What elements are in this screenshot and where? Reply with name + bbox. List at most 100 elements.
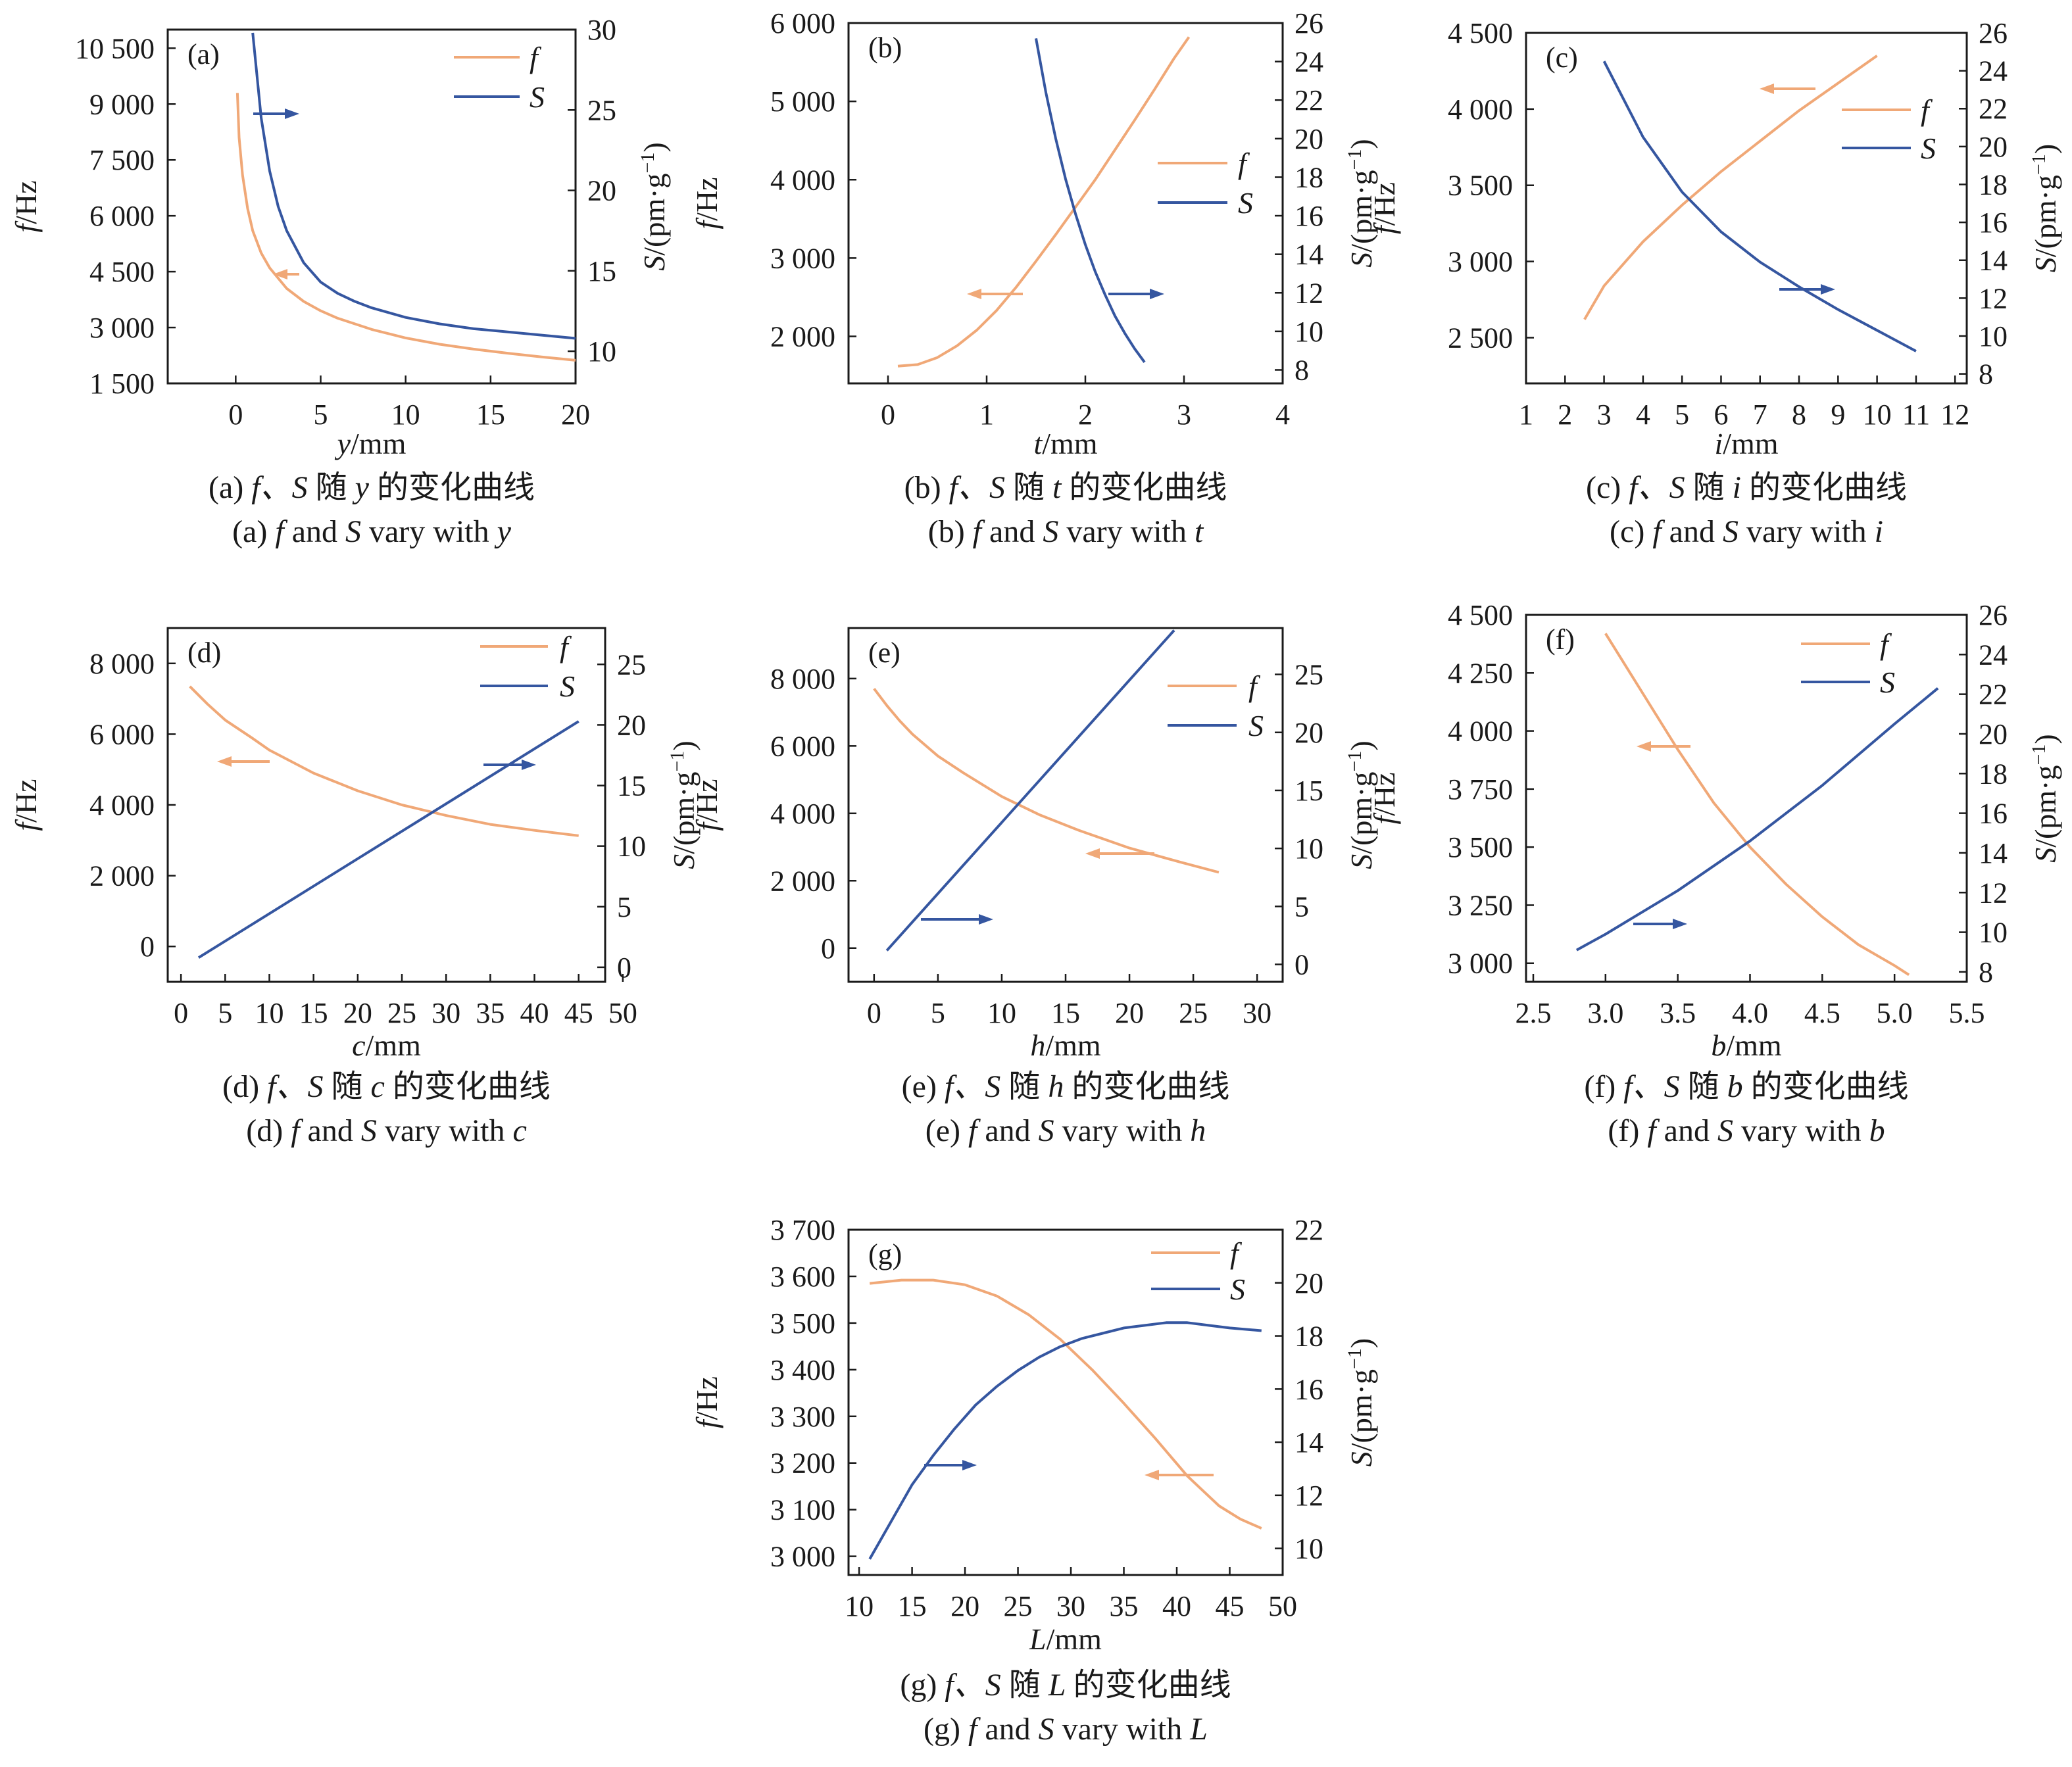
- x-tick-label: 1: [979, 399, 994, 431]
- f-axis-arrow-head: [1760, 84, 1774, 94]
- plot-frame: [1525, 614, 1968, 983]
- y-left-tick-label: 7 500: [89, 144, 155, 176]
- y-right-tick-label: 18: [1979, 168, 2008, 201]
- caption-zh: (c) f、S 随 i 的变化曲线: [1586, 470, 1907, 505]
- x-tick-label: 7: [1753, 399, 1767, 431]
- panel-label: (b): [868, 32, 902, 64]
- y-left-tick-label: 1 500: [89, 368, 155, 400]
- series-line-S: [885, 629, 1175, 952]
- y-right-tick-label: 26: [1979, 17, 2008, 49]
- y-right-tick-label: 16: [1979, 798, 2008, 830]
- x-tick-label: 5.5: [1949, 997, 1985, 1029]
- caption-en: (e) f and S vary with h: [925, 1113, 1206, 1148]
- x-tick-label: 0: [174, 997, 188, 1029]
- y-right-tick-label: 10: [1979, 320, 2008, 352]
- y-right-tick-label: 14: [1295, 239, 1323, 271]
- y-right-tick-label: 22: [1979, 93, 2008, 125]
- x-tick-label: 35: [1110, 1590, 1139, 1622]
- y-right-tick-label: 8: [1295, 354, 1309, 386]
- y-right-tick-label: 20: [1295, 1267, 1323, 1299]
- series-line-f: [873, 687, 1220, 874]
- y-right-axis-label: S/(pm·g−1): [2028, 734, 2063, 862]
- caption-zh: (d) f、S 随 c 的变化曲线: [222, 1069, 551, 1104]
- x-tick-label: 10: [845, 1590, 874, 1622]
- y-right-tick-label: 10: [1295, 1533, 1323, 1565]
- S-axis-arrow-head: [522, 760, 536, 770]
- y-right-axis-label: S/(pm·g−1): [666, 740, 701, 869]
- x-tick-label: 4: [1275, 399, 1290, 431]
- S-axis-arrow-head: [285, 109, 299, 119]
- panel-label: (e): [868, 637, 900, 669]
- y-left-tick-label: 9 000: [89, 88, 155, 120]
- y-right-axis-label: S/(pm·g−1): [1344, 1338, 1379, 1466]
- y-right-tick-label: 12: [1979, 877, 2008, 909]
- y-right-tick-label: 0: [1295, 949, 1309, 981]
- y-left-tick-label: 2 000: [89, 860, 155, 892]
- caption-en: (g) f and S vary with L: [924, 1712, 1208, 1747]
- plot-frame: [847, 1228, 1284, 1576]
- series-line-f: [897, 36, 1191, 368]
- y-right-tick-label: 10: [1295, 316, 1323, 348]
- y-right-tick-label: 25: [1295, 659, 1323, 691]
- y-left-tick-label: 3 250: [1448, 889, 1513, 921]
- y-left-tick-label: 3 600: [770, 1261, 835, 1293]
- y-left-tick-label: 5 000: [770, 85, 835, 118]
- panel-label: (c): [1546, 41, 1578, 74]
- y-right-tick-label: 30: [587, 14, 616, 46]
- y-left-tick-label: 4 000: [89, 789, 155, 821]
- x-tick-label: 3.5: [1660, 997, 1696, 1029]
- x-tick-label: 25: [1004, 1590, 1033, 1622]
- x-axis-label: c/mm: [352, 1029, 421, 1062]
- x-tick-label: 5: [1675, 399, 1689, 431]
- f-axis-arrow-head: [967, 289, 981, 299]
- series-line-S: [868, 1321, 1262, 1560]
- y-right-tick-label: 12: [1295, 1480, 1323, 1512]
- y-left-tick-label: 3 100: [770, 1494, 835, 1526]
- series-line-S: [197, 720, 580, 959]
- y-left-tick-label: 4 500: [89, 256, 155, 288]
- series-line-f: [869, 1278, 1262, 1530]
- y-right-tick-label: 14: [1295, 1426, 1323, 1459]
- x-tick-label: 15: [476, 399, 505, 431]
- y-left-tick-label: 4 000: [770, 164, 835, 196]
- y-right-tick-label: 20: [1979, 718, 2008, 750]
- x-tick-label: 25: [387, 997, 416, 1029]
- S-axis-arrow-head: [1673, 919, 1687, 929]
- series-line-f: [189, 685, 579, 837]
- y-right-tick-label: 15: [617, 770, 646, 802]
- y-right-tick-label: 16: [1295, 1373, 1323, 1405]
- f-axis-arrow-head: [1637, 741, 1651, 752]
- y-right-tick-label: 5: [617, 891, 631, 923]
- f-axis-arrow-head: [273, 269, 287, 279]
- x-tick-label: 3.0: [1587, 997, 1623, 1029]
- y-left-axis-label: f/Hz: [1368, 772, 1401, 824]
- y-left-tick-label: 3 000: [770, 1541, 835, 1573]
- panel-label: (a): [187, 38, 220, 70]
- y-right-tick-label: 24: [1979, 639, 2008, 671]
- y-right-tick-label: 26: [1295, 7, 1323, 39]
- y-right-tick-label: 10: [1979, 917, 2008, 949]
- x-tick-label: 30: [1056, 1590, 1085, 1622]
- plot-frame: [166, 627, 606, 983]
- y-right-tick-label: 8: [1979, 956, 1993, 988]
- y-right-tick-label: 12: [1295, 277, 1323, 309]
- panel-label: (g): [868, 1238, 902, 1271]
- caption-en: (d) f and S vary with c: [246, 1113, 527, 1148]
- x-tick-label: 10: [987, 997, 1016, 1029]
- caption-zh: (f) f、S 随 b 的变化曲线: [1584, 1069, 1908, 1104]
- y-left-axis-label: f/Hz: [690, 1376, 724, 1428]
- x-tick-label: 35: [476, 997, 505, 1029]
- x-tick-label: 2.5: [1515, 997, 1551, 1029]
- panel-label: (d): [187, 637, 221, 669]
- x-tick-label: 30: [1243, 997, 1271, 1029]
- x-tick-label: 15: [898, 1590, 927, 1622]
- f-axis-arrow-head: [217, 756, 232, 767]
- caption-en: (a) f and S vary with y: [232, 514, 512, 549]
- x-tick-label: 5.0: [1877, 997, 1913, 1029]
- y-left-axis-label: f/Hz: [1368, 182, 1401, 234]
- x-tick-label: 40: [1162, 1590, 1191, 1622]
- legend-label-f: f: [530, 41, 542, 74]
